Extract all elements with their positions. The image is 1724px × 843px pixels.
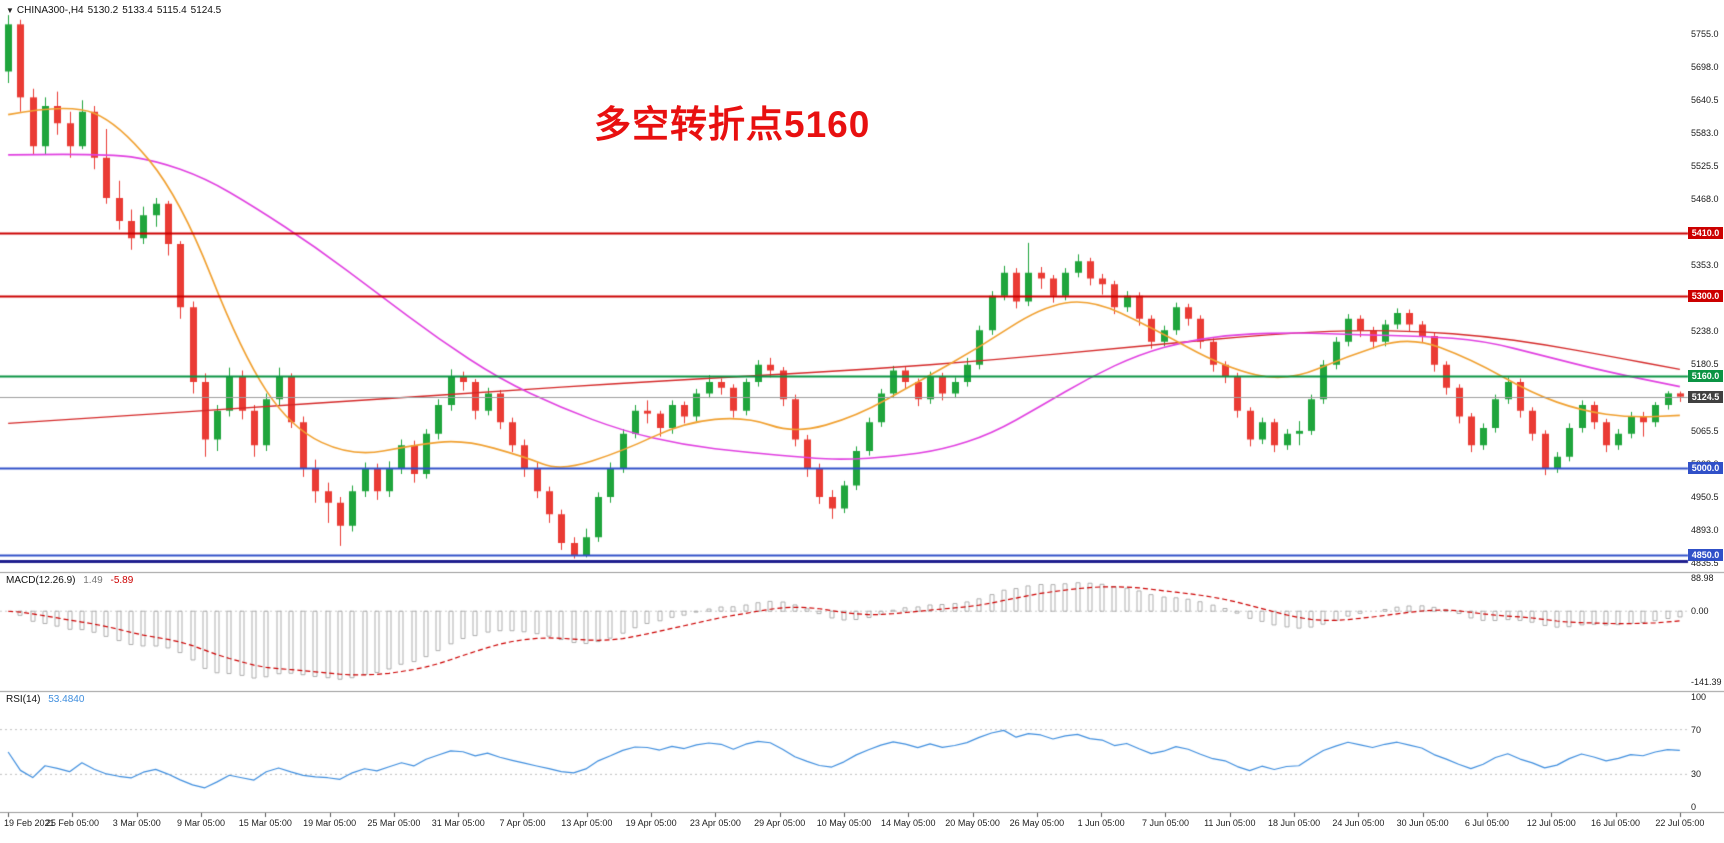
price-line-label: 5410.0 xyxy=(1688,226,1723,239)
rsi-axis-100-label: 100 xyxy=(1691,692,1707,702)
price-axis-tick-label: 5065.5 xyxy=(1691,425,1719,436)
symbol-info-bar: ▼ CHINA300-,H4 5130.2 5133.4 5115.4 5124.5 xyxy=(6,5,225,16)
time-axis-label: 1 Jun 05:00 xyxy=(1077,818,1125,828)
time-axis-label: 22 Jul 05:00 xyxy=(1655,818,1705,828)
time-axis-label: 19 Mar 05:00 xyxy=(303,818,357,828)
ohlc-low: 5115.4 xyxy=(156,5,187,16)
bid-price-label: 5124.5 xyxy=(1688,390,1723,403)
annotation-text[interactable]: 多空转折点5160 xyxy=(594,104,871,145)
price-axis-tick-label: 5583.0 xyxy=(1691,128,1719,139)
price-axis-tick-label: 4835.5 xyxy=(1691,557,1719,568)
macd-value-signal: -5.89 xyxy=(110,575,134,586)
time-axis-label: 10 May 05:00 xyxy=(816,818,872,828)
time-axis-label: 24 Jun 05:00 xyxy=(1332,818,1385,828)
time-axis-label: 3 Mar 05:00 xyxy=(112,818,161,828)
time-axis-label: 19 Apr 05:00 xyxy=(625,818,677,828)
time-axis-label: 7 Apr 05:00 xyxy=(499,818,546,828)
time-axis-label: 16 Jul 05:00 xyxy=(1591,818,1641,828)
time-axis-label: 25 Feb 05:00 xyxy=(45,818,99,828)
time-axis-label: 23 Apr 05:00 xyxy=(689,818,741,828)
time-axis-label: 25 Mar 05:00 xyxy=(367,818,421,828)
rsi-name: RSI(14) xyxy=(6,694,41,705)
price-line-label: 5300.0 xyxy=(1688,289,1723,302)
time-axis-label: 30 Jun 05:00 xyxy=(1396,818,1449,828)
rsi-axis-30-label: 30 xyxy=(1691,769,1702,780)
time-axis-label: 15 Mar 05:00 xyxy=(238,818,292,828)
price-axis-tick-label: 5755.0 xyxy=(1691,29,1719,40)
symbol-timeframe-label: CHINA300-,H4 xyxy=(16,5,84,16)
macd-name: MACD(12.26.9) xyxy=(6,575,76,586)
price-axis-tick-label: 5640.5 xyxy=(1691,94,1719,105)
macd-panel-region[interactable] xyxy=(0,572,1688,691)
price-axis-tick-label: 5698.0 xyxy=(1691,61,1719,72)
time-axis-label: 7 Jun 05:00 xyxy=(1141,818,1189,828)
rsi-axis-70-label: 70 xyxy=(1691,724,1702,735)
time-axis-label: 26 May 05:00 xyxy=(1009,818,1065,828)
macd-value-main: 1.49 xyxy=(83,575,103,586)
time-axis-label: 31 Mar 05:00 xyxy=(431,818,485,828)
ohlc-high: 5133.4 xyxy=(122,5,153,16)
symbol-dropdown-icon[interactable]: ▼ xyxy=(6,6,14,15)
time-axis-label: 14 May 05:00 xyxy=(881,818,936,828)
price-axis-tick-label: 5238.0 xyxy=(1691,326,1719,337)
time-axis-label: 29 Apr 05:00 xyxy=(754,818,806,828)
price-axis-tick-label: 5525.5 xyxy=(1691,161,1719,172)
ohlc-close: 5124.5 xyxy=(190,5,222,16)
main-chart-region[interactable] xyxy=(0,0,1688,572)
rsi-panel-region[interactable] xyxy=(0,691,1688,812)
time-axis-label: 19 Feb 2021 xyxy=(4,818,55,828)
time-axis-label: 20 May 05:00 xyxy=(945,818,1000,828)
macd-axis-zero-label: 0.00 xyxy=(1691,606,1709,617)
time-axis-label: 6 Jul 05:00 xyxy=(1464,818,1509,828)
time-axis-label: 12 Jul 05:00 xyxy=(1526,818,1576,828)
price-line-label: 5000.0 xyxy=(1688,462,1723,475)
time-axis-label: 11 Jun 05:00 xyxy=(1204,818,1256,828)
rsi-indicator-label: RSI(14) 53.4840 xyxy=(6,694,89,705)
macd-axis-min-label: -141.39 xyxy=(1691,677,1722,687)
macd-axis-max-label: 88.98 xyxy=(1691,573,1714,583)
time-axis-label: 18 Jun 05:00 xyxy=(1268,818,1321,828)
rsi-axis-0-label: 0 xyxy=(1691,802,1697,812)
price-line-label: 4850.0 xyxy=(1688,548,1723,561)
price-line-label: 5160.0 xyxy=(1688,370,1723,383)
price-axis-tick-label: 5468.0 xyxy=(1691,194,1719,205)
time-axis-label: 9 Mar 05:00 xyxy=(177,818,226,828)
time-axis-label: 13 Apr 05:00 xyxy=(561,818,613,828)
price-axis-region[interactable] xyxy=(1688,0,1724,812)
price-axis-tick-label: 4950.5 xyxy=(1691,491,1719,502)
price-axis-tick-label: 4893.0 xyxy=(1691,524,1719,535)
macd-indicator-label: MACD(12.26.9) 1.49 -5.89 xyxy=(6,575,138,586)
rsi-value: 53.4840 xyxy=(48,694,85,705)
ohlc-open: 5130.2 xyxy=(87,5,119,16)
price-axis-tick-label: 5353.0 xyxy=(1691,260,1719,271)
price-axis-tick-label: 5180.5 xyxy=(1691,359,1719,370)
